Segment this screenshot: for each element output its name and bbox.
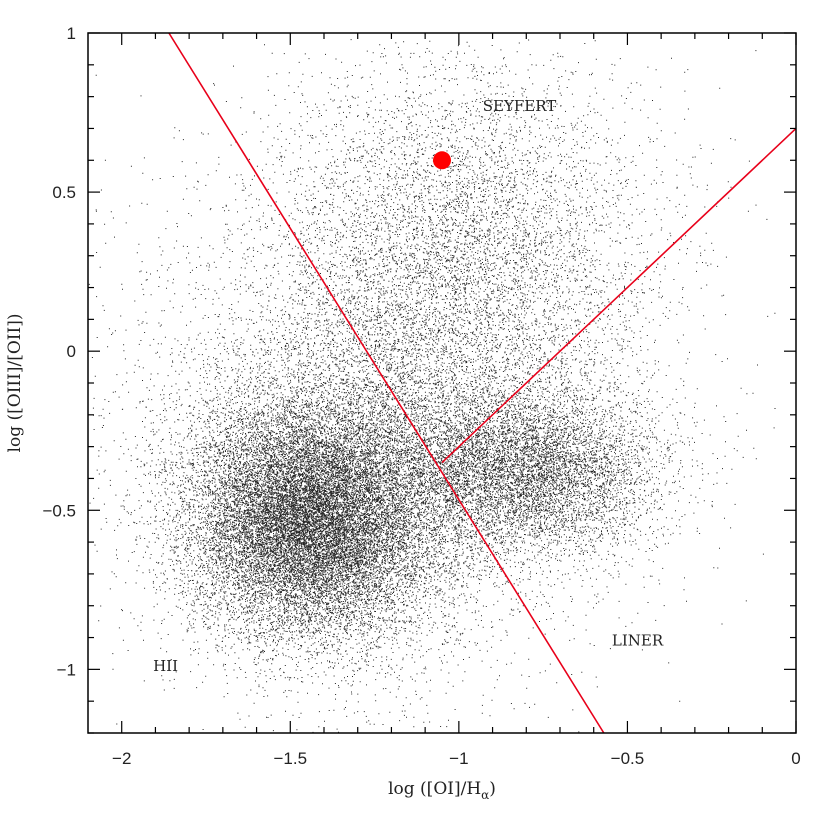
region-label-hii: HII	[153, 657, 178, 675]
dividing-line-1	[168, 32, 605, 734]
dividing-lines	[168, 32, 797, 734]
axis-ticks	[88, 32, 797, 734]
highlight-marker	[433, 151, 451, 170]
x-axis-label: log ([OI]/Hα)	[388, 779, 496, 802]
x-tick-label: −1	[449, 749, 468, 768]
y-tick-label: 0.5	[52, 183, 76, 202]
x-axis-label-main: log ([OI]/H	[388, 779, 481, 799]
y-tick-label: 0	[67, 342, 76, 361]
region-labels: SEYFERT LINER HII	[153, 97, 664, 675]
scatter-points	[88, 39, 776, 733]
x-tick-label: −0.5	[611, 749, 645, 768]
x-tick-label: −1.5	[274, 749, 308, 768]
galaxy-points	[88, 39, 776, 733]
dividing-line-2	[441, 127, 797, 464]
y-tick-labels: 1 0.5 0 −0.5 −1	[42, 24, 76, 679]
region-label-seyfert: SEYFERT	[483, 97, 557, 115]
x-tick-label: 0	[791, 749, 800, 768]
region-label-liner: LINER	[612, 632, 664, 650]
x-tick-label: −2	[112, 749, 131, 768]
x-axis-label-close: )	[489, 779, 496, 799]
y-tick-label: −0.5	[42, 501, 76, 520]
x-tick-labels: −2 −1.5 −1 −0.5 0	[112, 749, 801, 768]
x-axis-label-subscript: α	[481, 788, 489, 802]
y-tick-label: 1	[67, 24, 76, 43]
highlight-point	[433, 151, 451, 170]
y-axis-label: log ([OIII]/[OII])	[5, 314, 25, 453]
y-tick-label: −1	[57, 660, 76, 679]
